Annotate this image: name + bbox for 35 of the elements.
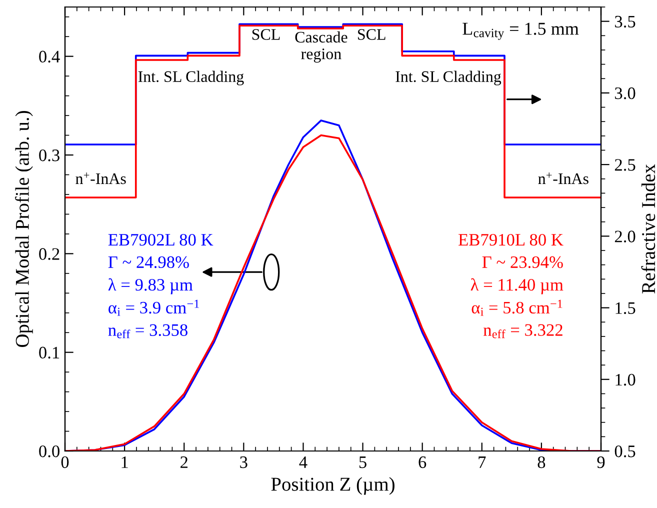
x-tick-label: 0 xyxy=(61,456,69,468)
y2-tick-label: 0.5 xyxy=(614,445,636,458)
annotation: n$^{+}$-InAs xyxy=(76,172,126,184)
annotation: Int. SL Cladding xyxy=(138,70,244,86)
annotation: Cascade region xyxy=(295,31,348,63)
text: EB7902L 80 K Γ ~ 24.98% λ = 9.83 µm α$_{i}$ = 3.9 cm$^{−1}$ n$_{eff}$ = 3.358 xyxy=(108,234,214,338)
annotation: L$_{cavity}$ = 1.5 mm xyxy=(462,22,579,40)
x-tick-label: 3 xyxy=(240,456,248,468)
y-axis-title: Optical Modal Profile (arb. u.) xyxy=(15,111,33,347)
x-tick-label: 1 xyxy=(122,456,128,468)
x-tick-label: 6 xyxy=(418,456,426,468)
annotation: SCL xyxy=(252,29,280,40)
x-tick-label: 4 xyxy=(299,456,308,468)
y2-tick-label: 1.5 xyxy=(616,302,636,314)
y2-tick-label: 2.0 xyxy=(614,230,636,242)
y-tick-label: 0.1 xyxy=(39,346,60,359)
text: EB7910L 80 K Γ ~ 23.94% λ = 11.40 µm α$_{i}$ = 5.8 cm$^{−1}$ n$_{eff}$ = 3.322 xyxy=(458,234,564,338)
y-tick-label: 0.0 xyxy=(39,445,60,458)
y2-tick-label: 3.0 xyxy=(615,87,636,100)
y2-tick-label: 2.5 xyxy=(614,159,636,171)
y-tick-label: 0.4 xyxy=(39,50,60,63)
y2-axis-title: Refractive Index xyxy=(641,164,656,294)
x-axis-title: Position Z (µm) xyxy=(271,477,394,495)
y-tick-label: 0.2 xyxy=(39,248,60,260)
x-tick-label: 9 xyxy=(597,456,605,468)
x-tick-label: 5 xyxy=(359,456,366,468)
annotation: SCL xyxy=(358,29,386,40)
x-tick-label: 7 xyxy=(478,456,486,468)
annotation: Int. SL Cladding xyxy=(396,70,502,86)
y2-tick-label: 1.0 xyxy=(616,374,636,386)
annotation: n$^{+}$-InAs xyxy=(538,172,588,184)
x-tick-label: 2 xyxy=(180,456,188,468)
x-tick-label: 8 xyxy=(538,456,546,468)
y-tick-label: 0.3 xyxy=(39,149,60,162)
y2-tick-label: 3.5 xyxy=(615,16,636,28)
